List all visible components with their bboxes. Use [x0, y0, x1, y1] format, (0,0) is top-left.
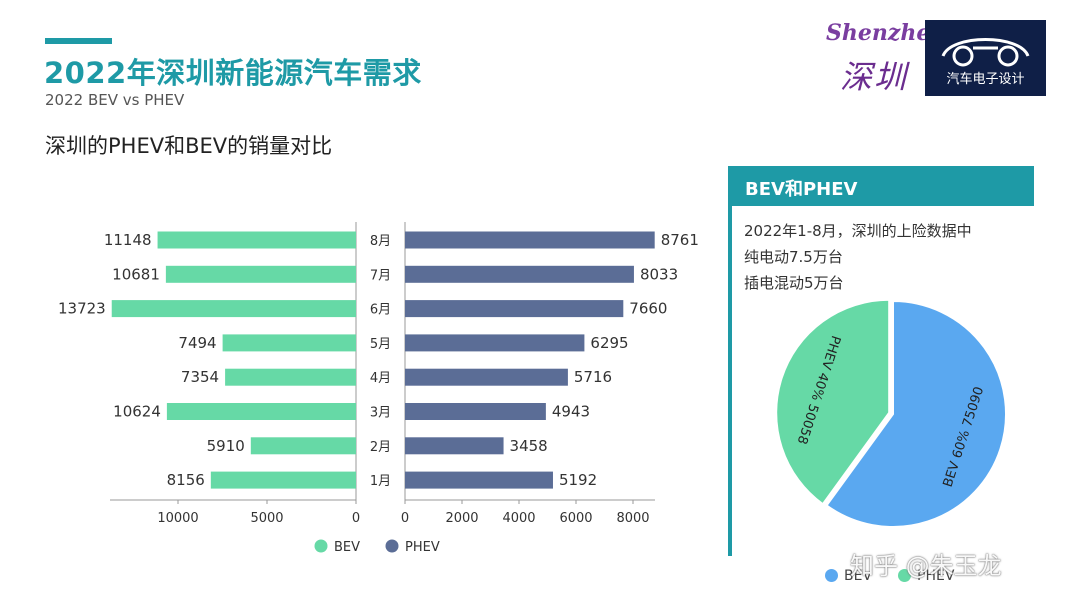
watermark: 知乎 @朱玉龙 [850, 552, 1002, 580]
phev-bar [405, 471, 553, 489]
bev-bar [111, 300, 357, 318]
phev-value-label: 3458 [510, 437, 548, 455]
bev-bar [166, 403, 356, 420]
phev-value-label: 5192 [559, 471, 597, 489]
panel-heading: BEV和PHEV [745, 179, 858, 200]
bev-bar [222, 334, 356, 352]
bev-value-label: 5910 [207, 437, 245, 455]
shenzhen-logo-han: 深圳 [840, 58, 909, 96]
pie-legend-bev-label: BEV [844, 568, 873, 584]
pie-slice-bev [825, 299, 1007, 528]
bev-value-label: 10624 [113, 403, 161, 421]
bev-tick-label: 0 [352, 511, 360, 526]
phev-bar [405, 334, 585, 352]
phev-tick-label: 2000 [445, 511, 478, 526]
page-title: 2022年深圳新能源汽车需求 [44, 56, 422, 90]
bev-value-label: 13723 [58, 300, 106, 318]
bev-legend-swatch [314, 539, 328, 553]
month-label: 1月 [370, 474, 391, 489]
month-label: 5月 [370, 337, 391, 352]
month-label: 2月 [370, 440, 391, 455]
bev-bar [210, 471, 356, 489]
phev-bar [405, 265, 634, 283]
phev-value-label: 6295 [590, 334, 628, 352]
month-label: 7月 [370, 268, 391, 283]
bev-value-label: 11148 [104, 231, 152, 249]
pie-legend-phev-label: PHEV [917, 568, 955, 584]
pie-legend-phev: PHEV [898, 568, 954, 584]
phev-tick-label: 4000 [502, 511, 535, 526]
phev-value-label: 5716 [574, 368, 612, 386]
month-label: 4月 [370, 371, 391, 386]
bev-value-label: 7354 [181, 368, 219, 386]
phev-bar [405, 300, 624, 318]
phev-tick-label: 8000 [616, 511, 649, 526]
summary-panel: BEV和PHEV 2022年1-8月，深圳的上险数据中 纯电动7.5万台 插电混… [728, 166, 1034, 556]
bev-legend-label: BEV [334, 540, 360, 555]
car-icon [941, 38, 1030, 67]
pie-legend-phev-swatch [898, 569, 911, 582]
bev-tick-label: 10000 [157, 511, 198, 526]
phev-legend-swatch [385, 539, 399, 553]
panel-line-2: 纯电动7.5万台 [744, 248, 843, 266]
bev-bar [165, 265, 356, 283]
phev-value-label: 4943 [552, 403, 590, 421]
phev-legend-label: PHEV [405, 540, 440, 555]
month-label: 3月 [370, 406, 391, 421]
title-accent-bar [45, 38, 112, 44]
month-label: 6月 [370, 303, 391, 318]
car-logo-label: 汽车电子设计 [946, 72, 1025, 87]
page-subtitle: 2022 BEV vs PHEV [45, 91, 185, 109]
pie-slice-phev [775, 298, 891, 506]
bev-bar [225, 368, 356, 386]
pie-legend-bev: BEV [825, 568, 872, 584]
panel-line-3: 插电混动5万台 [744, 274, 844, 292]
phev-tick-label: 6000 [559, 511, 592, 526]
bev-tick-label: 5000 [250, 511, 283, 526]
bev-bar [157, 231, 356, 249]
phev-value-label: 7660 [629, 300, 667, 318]
car-electronics-logo: 汽车电子设计 [925, 20, 1046, 96]
section-heading: 深圳的PHEV和BEV的销量对比 [45, 134, 333, 158]
shenzhen-logo: Shenzhen 深圳 [822, 20, 946, 96]
butterfly-bar-chart: 11148 8761 8月 10681 8033 7月 13723 7660 6月 7494 629… [58, 222, 699, 555]
phev-bar [405, 231, 655, 249]
phev-tick-label: 0 [401, 511, 409, 526]
panel-line-1: 2022年1-8月，深圳的上险数据中 [744, 222, 972, 240]
month-label: 8月 [370, 234, 391, 249]
phev-value-label: 8761 [661, 231, 699, 249]
phev-bar [405, 437, 504, 455]
bev-bar [250, 437, 356, 455]
phev-bar [405, 368, 568, 386]
phev-bar [405, 403, 546, 420]
phev-value-label: 8033 [640, 265, 678, 283]
bev-value-label: 8156 [167, 471, 205, 489]
bev-value-label: 10681 [112, 265, 160, 283]
panel-header: BEV和PHEV [728, 166, 1034, 206]
panel-border [728, 206, 732, 556]
pie-legend-bev-swatch [825, 569, 838, 582]
bev-value-label: 7494 [178, 334, 216, 352]
